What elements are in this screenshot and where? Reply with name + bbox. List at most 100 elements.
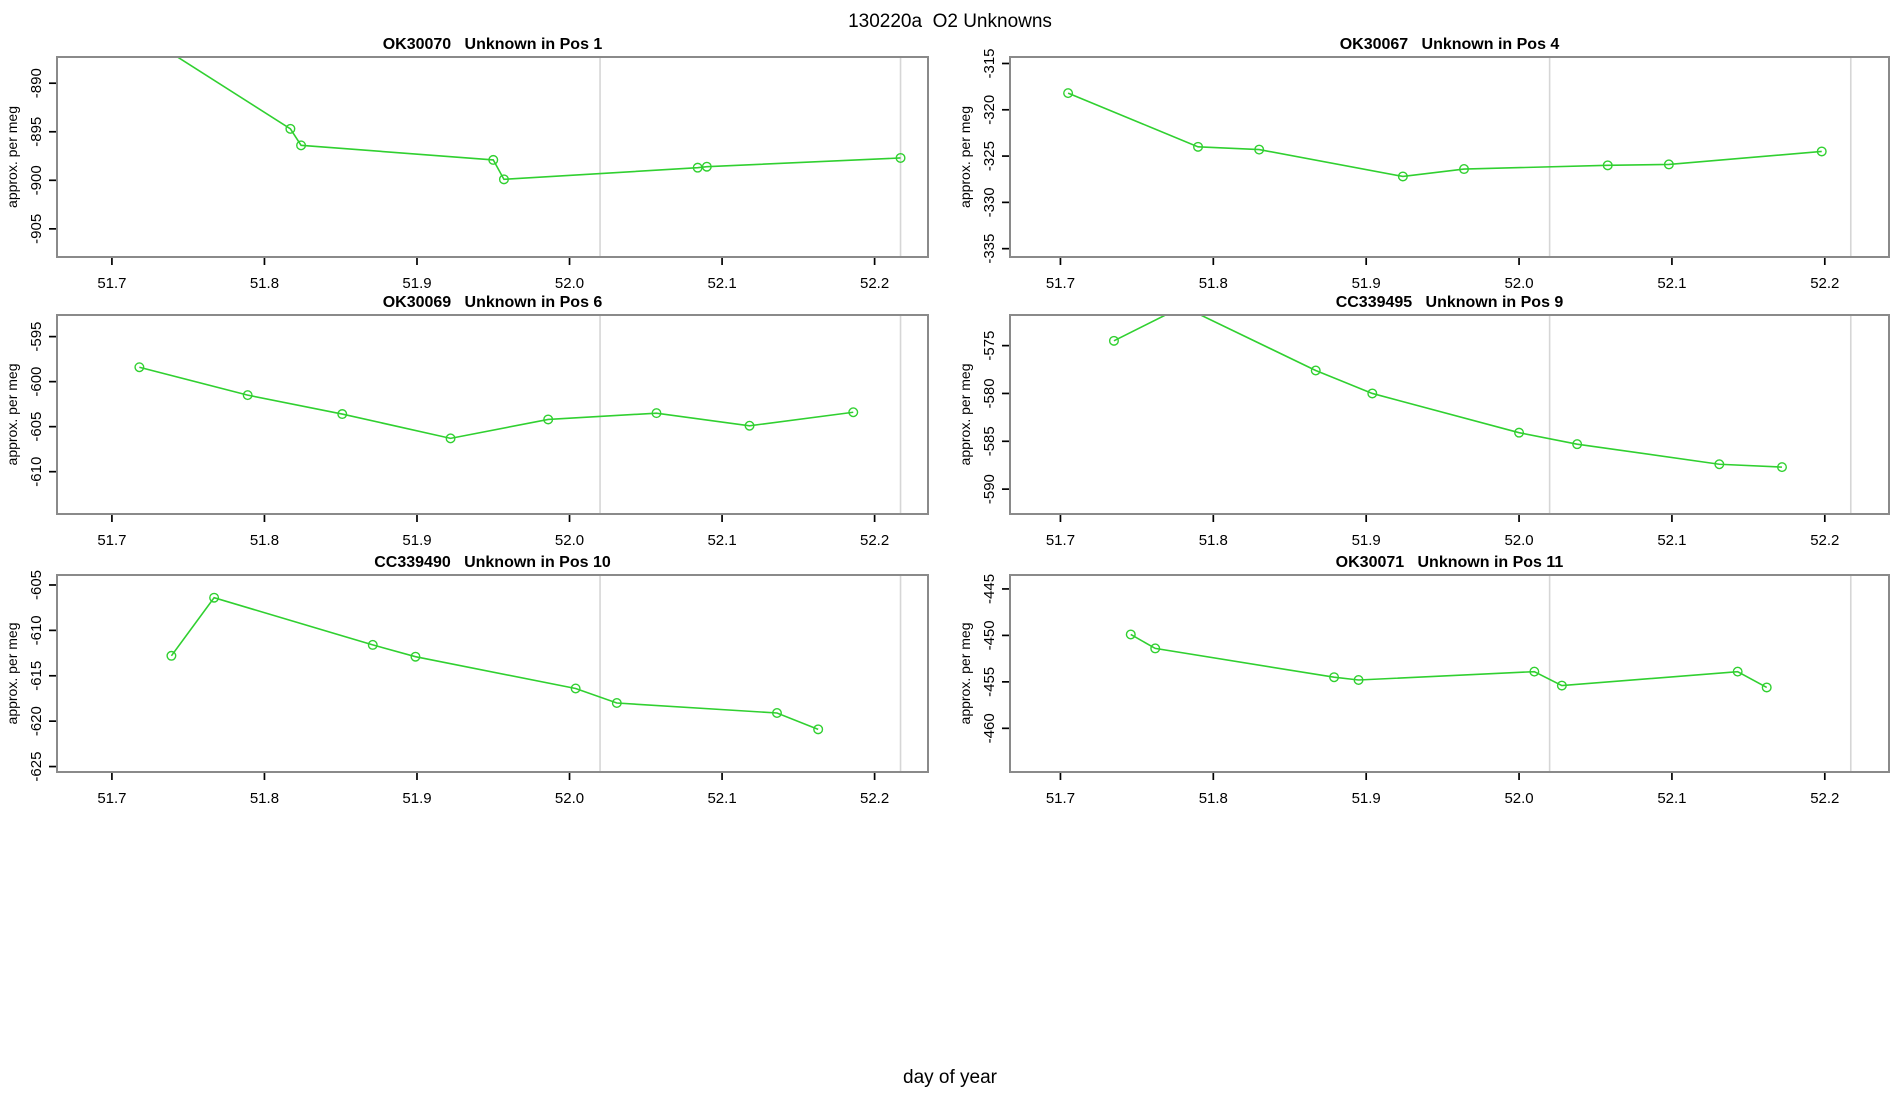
y-tick-label: -330	[981, 187, 998, 217]
data-point	[744, 420, 755, 431]
y-tick-label: -610	[28, 615, 45, 645]
x-tick-label: 52.1	[707, 790, 736, 807]
x-tick-label: 52.2	[1810, 790, 1839, 807]
data-point	[410, 651, 421, 662]
plot-area	[166, 575, 902, 772]
data-point	[1514, 427, 1525, 438]
x-tick-label: 51.7	[1046, 532, 1075, 549]
y-axis-label: approx. per meg	[4, 106, 20, 208]
data-point	[498, 174, 509, 185]
y-tick-label: -580	[981, 378, 998, 408]
data-point	[1816, 146, 1827, 157]
data-point	[445, 433, 456, 444]
y-tick-label: -335	[981, 234, 998, 264]
x-tick-label: 52.2	[1810, 532, 1839, 549]
data-point	[895, 152, 906, 163]
subplot-title: CC339490 Unknown in Pos 10	[374, 554, 611, 571]
plot-box	[1009, 574, 1890, 773]
plot-area	[134, 315, 902, 514]
subplot-title: OK30070 Unknown in Pos 1	[383, 36, 603, 53]
data-point	[1193, 141, 1204, 152]
series-line	[170, 596, 819, 731]
data-point	[1761, 682, 1772, 693]
y-axis-label: approx. per meg	[4, 623, 20, 725]
data-point	[701, 161, 712, 172]
x-tick-label: 52.0	[1504, 790, 1533, 807]
y-tick-label: -890	[28, 68, 45, 98]
data-point	[771, 707, 782, 718]
y-tick-label: -585	[981, 426, 998, 456]
x-tick-label: 51.7	[1046, 790, 1075, 807]
data-point	[153, 40, 162, 49]
y-tick-label: -905	[28, 214, 45, 244]
y-tick-label: -315	[981, 48, 998, 78]
x-tick-label: 51.9	[402, 790, 431, 807]
data-point	[1150, 643, 1161, 654]
plot-area	[1063, 57, 1852, 257]
data-point	[166, 650, 177, 661]
series-line	[139, 366, 854, 440]
x-tick-label: 52.0	[1504, 532, 1533, 549]
y-tick-label: -620	[28, 706, 45, 736]
y-tick-label: -900	[28, 165, 45, 195]
data-point	[611, 698, 622, 709]
x-tick-label: 51.9	[1352, 790, 1381, 807]
subplot-title: OK30067 Unknown in Pos 4	[1340, 36, 1560, 53]
y-tick-label: -450	[981, 620, 998, 650]
data-point	[209, 592, 220, 603]
data-point	[1572, 439, 1583, 450]
subplot-ok30070-pos1: 51.7 51.8 51.9 52.0 52.1 52.2 -905 -900 -895 -890…	[4, 36, 929, 292]
subplots-group: 51.7 51.8 51.9 52.0 52.1 52.2 -905 -900 -895 -890…	[4, 36, 1890, 807]
x-tick-label: 52.1	[1657, 790, 1686, 807]
y-tick-label: -605	[28, 570, 45, 600]
y-axis-label: approx. per meg	[957, 364, 973, 466]
data-point	[242, 390, 253, 401]
data-point	[1063, 88, 1074, 99]
y-tick-label: -610	[28, 457, 45, 487]
data-point	[651, 408, 662, 419]
data-point	[296, 140, 307, 151]
data-point	[285, 123, 296, 134]
x-tick-label: 52.2	[1810, 275, 1839, 292]
data-point	[1367, 388, 1378, 399]
x-tick-label: 52.2	[860, 790, 889, 807]
x-tick-label: 51.8	[1199, 275, 1228, 292]
subplot-title: OK30071 Unknown in Pos 11	[1336, 554, 1564, 571]
plot-box	[56, 314, 929, 515]
data-point	[488, 154, 499, 165]
figure-title: 130220a O2 Unknowns	[848, 11, 1052, 32]
x-tick-label: 52.0	[1504, 275, 1533, 292]
y-tick-label: -575	[981, 331, 998, 361]
x-tick-label: 52.0	[555, 532, 584, 549]
x-tick-label: 52.1	[707, 532, 736, 549]
y-tick-label: -460	[981, 713, 998, 743]
data-point	[1776, 462, 1787, 473]
data-point	[848, 407, 859, 418]
subplot-ok30069-pos6: 51.7 51.8 51.9 52.0 52.1 52.2 -610 -605 -600 -595…	[4, 294, 929, 549]
data-point	[1714, 459, 1725, 470]
y-axis-label: approx. per meg	[957, 106, 973, 208]
y-tick-label: -325	[981, 141, 998, 171]
subplot-title: CC339495 Unknown in Pos 9	[1336, 294, 1564, 311]
data-point	[1353, 675, 1364, 686]
data-point	[337, 409, 348, 420]
data-point	[1529, 666, 1540, 677]
x-tick-label: 51.8	[250, 790, 279, 807]
x-tick-label: 51.7	[97, 532, 126, 549]
x-tick-label: 52.1	[1657, 275, 1686, 292]
x-tick-label: 51.8	[250, 532, 279, 549]
data-point	[134, 362, 145, 373]
data-point	[1663, 159, 1674, 170]
y-tick-label: -445	[981, 574, 998, 604]
data-point	[1310, 365, 1321, 376]
x-tick-label: 52.0	[555, 275, 584, 292]
data-point	[813, 724, 824, 735]
x-tick-label: 51.9	[402, 532, 431, 549]
y-tick-label: -600	[28, 367, 45, 397]
x-tick-label: 51.8	[250, 275, 279, 292]
x-tick-label: 52.2	[860, 275, 889, 292]
plot-box	[56, 56, 929, 258]
x-tick-label: 51.9	[402, 275, 431, 292]
